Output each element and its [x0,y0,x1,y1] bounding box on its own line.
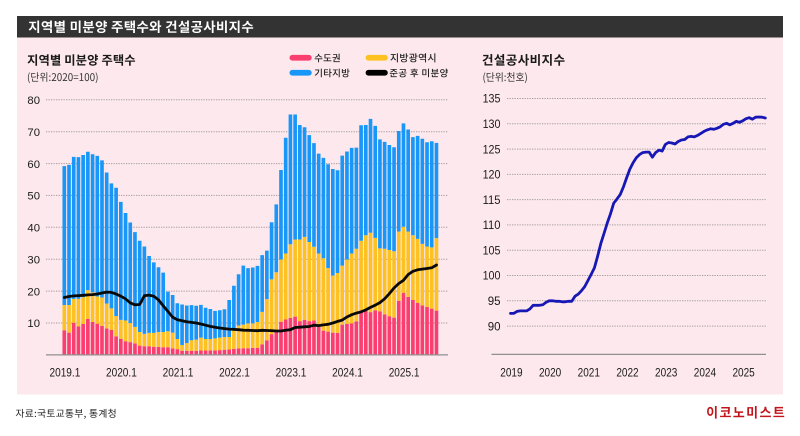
svg-text:2025.1: 2025.1 [389,366,420,379]
svg-text:2022: 2022 [616,366,638,379]
svg-text:10: 10 [27,318,40,330]
svg-text:2020.1: 2020.1 [106,366,137,379]
svg-text:125: 125 [483,144,501,156]
svg-text:2024: 2024 [694,366,717,379]
svg-text:130: 130 [483,119,501,131]
svg-text:2023.1: 2023.1 [276,366,307,379]
svg-text:110: 110 [483,220,501,232]
svg-text:2023: 2023 [655,366,677,379]
svg-text:70: 70 [27,127,40,139]
svg-text:95: 95 [488,296,501,308]
svg-text:2019.1: 2019.1 [50,366,81,379]
svg-text:2020: 2020 [539,366,562,379]
svg-text:2024.1: 2024.1 [332,366,363,379]
svg-text:2019: 2019 [500,366,522,379]
svg-text:40: 40 [27,223,40,235]
svg-text:2021: 2021 [578,366,600,379]
svg-text:135: 135 [483,94,501,106]
svg-text:2025: 2025 [732,366,755,379]
svg-text:105: 105 [483,245,501,257]
svg-text:80: 80 [27,95,40,107]
svg-text:20: 20 [27,286,40,298]
svg-text:90: 90 [488,321,501,333]
svg-text:2022.1: 2022.1 [219,366,250,379]
svg-text:60: 60 [27,159,40,171]
svg-text:30: 30 [27,254,40,266]
svg-text:100: 100 [483,271,501,283]
svg-text:120: 120 [483,170,501,182]
svg-text:2021.1: 2021.1 [163,366,194,379]
svg-text:50: 50 [27,191,40,203]
svg-text:115: 115 [483,195,501,207]
